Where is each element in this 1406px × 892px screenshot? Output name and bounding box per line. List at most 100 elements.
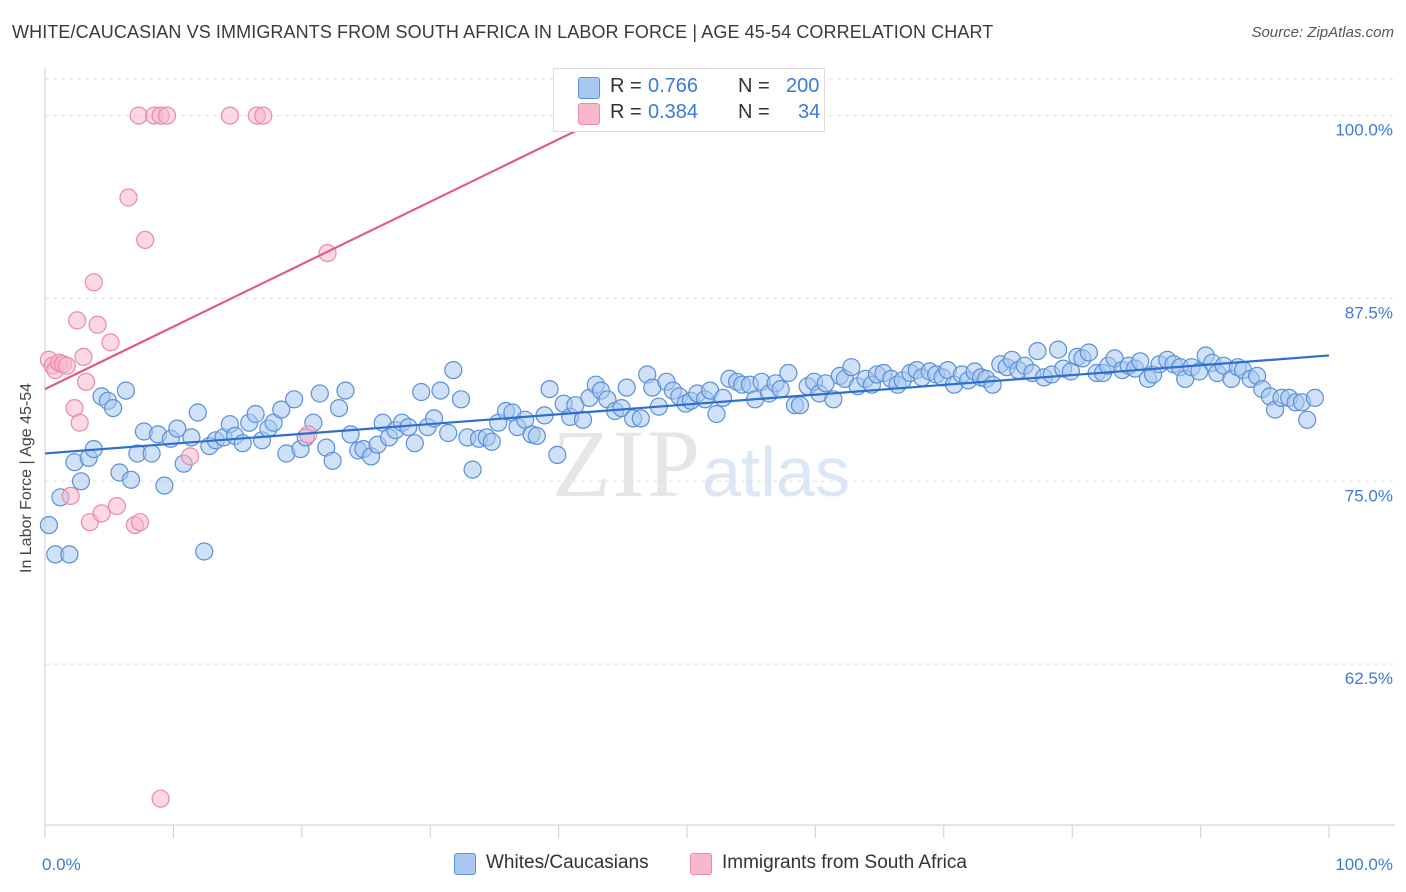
white-caucasian-point — [707, 404, 726, 424]
south-africa-immigrant-point — [67, 311, 87, 330]
legend-n-label: N = — [738, 101, 770, 123]
south-africa-immigrant-point — [88, 315, 107, 334]
white-caucasian-point — [842, 358, 861, 377]
white-caucasian-point — [246, 404, 265, 424]
south-africa-immigrant-point — [157, 106, 177, 125]
white-caucasian-point — [71, 472, 91, 491]
y-tick-label: 62.5% — [1345, 669, 1393, 688]
legend-n-value: 200 — [786, 75, 820, 97]
white-caucasian-point — [103, 399, 123, 418]
white-caucasian-point — [336, 381, 355, 400]
white-caucasian-point — [439, 423, 458, 443]
south-africa-immigrant-point — [92, 504, 111, 523]
tick-label-layer: 62.5% 75.0% 87.5% 100.0% 0.0% 100.0% — [42, 121, 1393, 874]
south-africa-immigrant-point — [318, 244, 337, 263]
legend-r-value: 0.384 — [648, 101, 699, 123]
white-caucasian-point — [463, 460, 482, 479]
white-caucasian-point — [482, 432, 501, 451]
watermark-atlas: atlas — [702, 433, 850, 511]
y-axis-label: In Labor Force | Age 45-54 — [18, 382, 35, 573]
white-caucasian-point — [155, 476, 174, 495]
white-caucasian-point — [527, 426, 546, 445]
legend-swatch-immigrants — [578, 103, 600, 125]
white-caucasian-point — [121, 470, 141, 489]
white-caucasian-point — [341, 425, 360, 444]
white-caucasian-point — [188, 403, 207, 422]
axis-layer — [44, 68, 1395, 838]
white-caucasian-point — [444, 361, 463, 380]
points-layer — [39, 106, 1325, 808]
white-caucasian-point — [983, 375, 1002, 394]
white-caucasian-point — [540, 380, 559, 399]
bottom-legend-label-immigrants: Immigrants from South Africa — [722, 852, 967, 873]
south-africa-immigrant-point — [129, 106, 148, 125]
white-caucasian-point — [431, 381, 450, 400]
white-caucasian-point — [323, 451, 342, 470]
south-africa-immigrant-point — [57, 356, 76, 375]
chart-title: WHITE/CAUCASIAN VS IMMIGRANTS FROM SOUTH… — [12, 22, 994, 42]
white-caucasian-point — [824, 390, 843, 409]
white-caucasian-point — [451, 390, 471, 409]
watermark: ZIPatlas — [552, 408, 850, 519]
south-africa-immigrant-point — [119, 188, 138, 207]
south-africa-immigrant-point — [61, 486, 80, 505]
white-caucasian-point — [617, 378, 636, 397]
south-africa-immigrant-point — [254, 106, 273, 125]
y-tick-label: 87.5% — [1345, 303, 1393, 322]
south-africa-immigrant-point — [220, 106, 239, 125]
white-caucasian-point — [405, 434, 424, 453]
white-caucasian-point — [142, 444, 161, 463]
white-caucasian-point — [195, 542, 214, 561]
white-caucasian-point — [771, 380, 790, 399]
white-caucasian-point — [272, 400, 291, 419]
south-africa-immigrant-point — [70, 413, 89, 432]
white-caucasian-point — [1028, 342, 1047, 361]
source-label: Source: ZipAtlas.com — [1251, 24, 1394, 41]
trend-layer — [44, 114, 1330, 455]
white-caucasian-point — [60, 545, 79, 564]
south-africa-immigrant-point — [130, 513, 150, 532]
white-caucasian-point — [548, 445, 567, 464]
south-africa-immigrant-point — [136, 230, 155, 249]
correlation-legend: R = 0.766 N = 200 R = 0.384 N = 34 — [553, 68, 825, 132]
white-caucasian-point — [790, 396, 810, 415]
white-caucasian-point — [1079, 343, 1099, 362]
legend-r-label: R = — [610, 75, 642, 97]
south-africa-immigrant-point — [107, 497, 127, 516]
white-caucasian-point — [779, 363, 798, 383]
y-tick-label: 75.0% — [1345, 486, 1393, 505]
south-africa-immigrant-point — [181, 447, 200, 466]
immigrants-trend-line — [44, 114, 608, 391]
white-caucasian-point — [1298, 410, 1317, 429]
watermark-zip: ZIP — [552, 410, 702, 517]
legend-n-label: N = — [738, 75, 770, 97]
legend-swatch-whites — [578, 77, 600, 99]
white-caucasian-point — [1305, 388, 1325, 407]
bottom-legend-swatch-immigrants — [690, 853, 712, 875]
white-caucasian-point — [1131, 352, 1150, 371]
x-tick-label-min: 0.0% — [42, 855, 81, 874]
white-caucasian-point — [329, 399, 349, 418]
legend-r-value: 0.766 — [648, 75, 699, 97]
white-caucasian-point — [1190, 362, 1209, 381]
legend-n-value: 34 — [798, 101, 821, 123]
white-caucasian-point — [816, 374, 835, 393]
white-caucasian-point — [168, 419, 187, 438]
south-africa-immigrant-point — [76, 372, 96, 391]
white-caucasian-point — [412, 382, 431, 402]
x-tick-label-max: 100.0% — [1335, 855, 1393, 874]
legend-r-label: R = — [610, 101, 642, 123]
white-caucasian-point — [310, 384, 329, 403]
bottom-legend-label-whites: Whites/Caucasians — [486, 852, 649, 873]
white-caucasian-point — [39, 515, 59, 535]
white-caucasian-point — [116, 381, 136, 400]
south-africa-immigrant-point — [151, 789, 170, 808]
south-africa-immigrant-point — [74, 347, 93, 366]
white-caucasian-point — [713, 388, 733, 407]
white-caucasian-point — [285, 390, 304, 409]
white-caucasian-point — [631, 409, 650, 428]
bottom-legend-swatch-whites — [454, 853, 476, 875]
south-africa-immigrant-point — [84, 273, 103, 292]
white-caucasian-point — [1048, 340, 1068, 359]
